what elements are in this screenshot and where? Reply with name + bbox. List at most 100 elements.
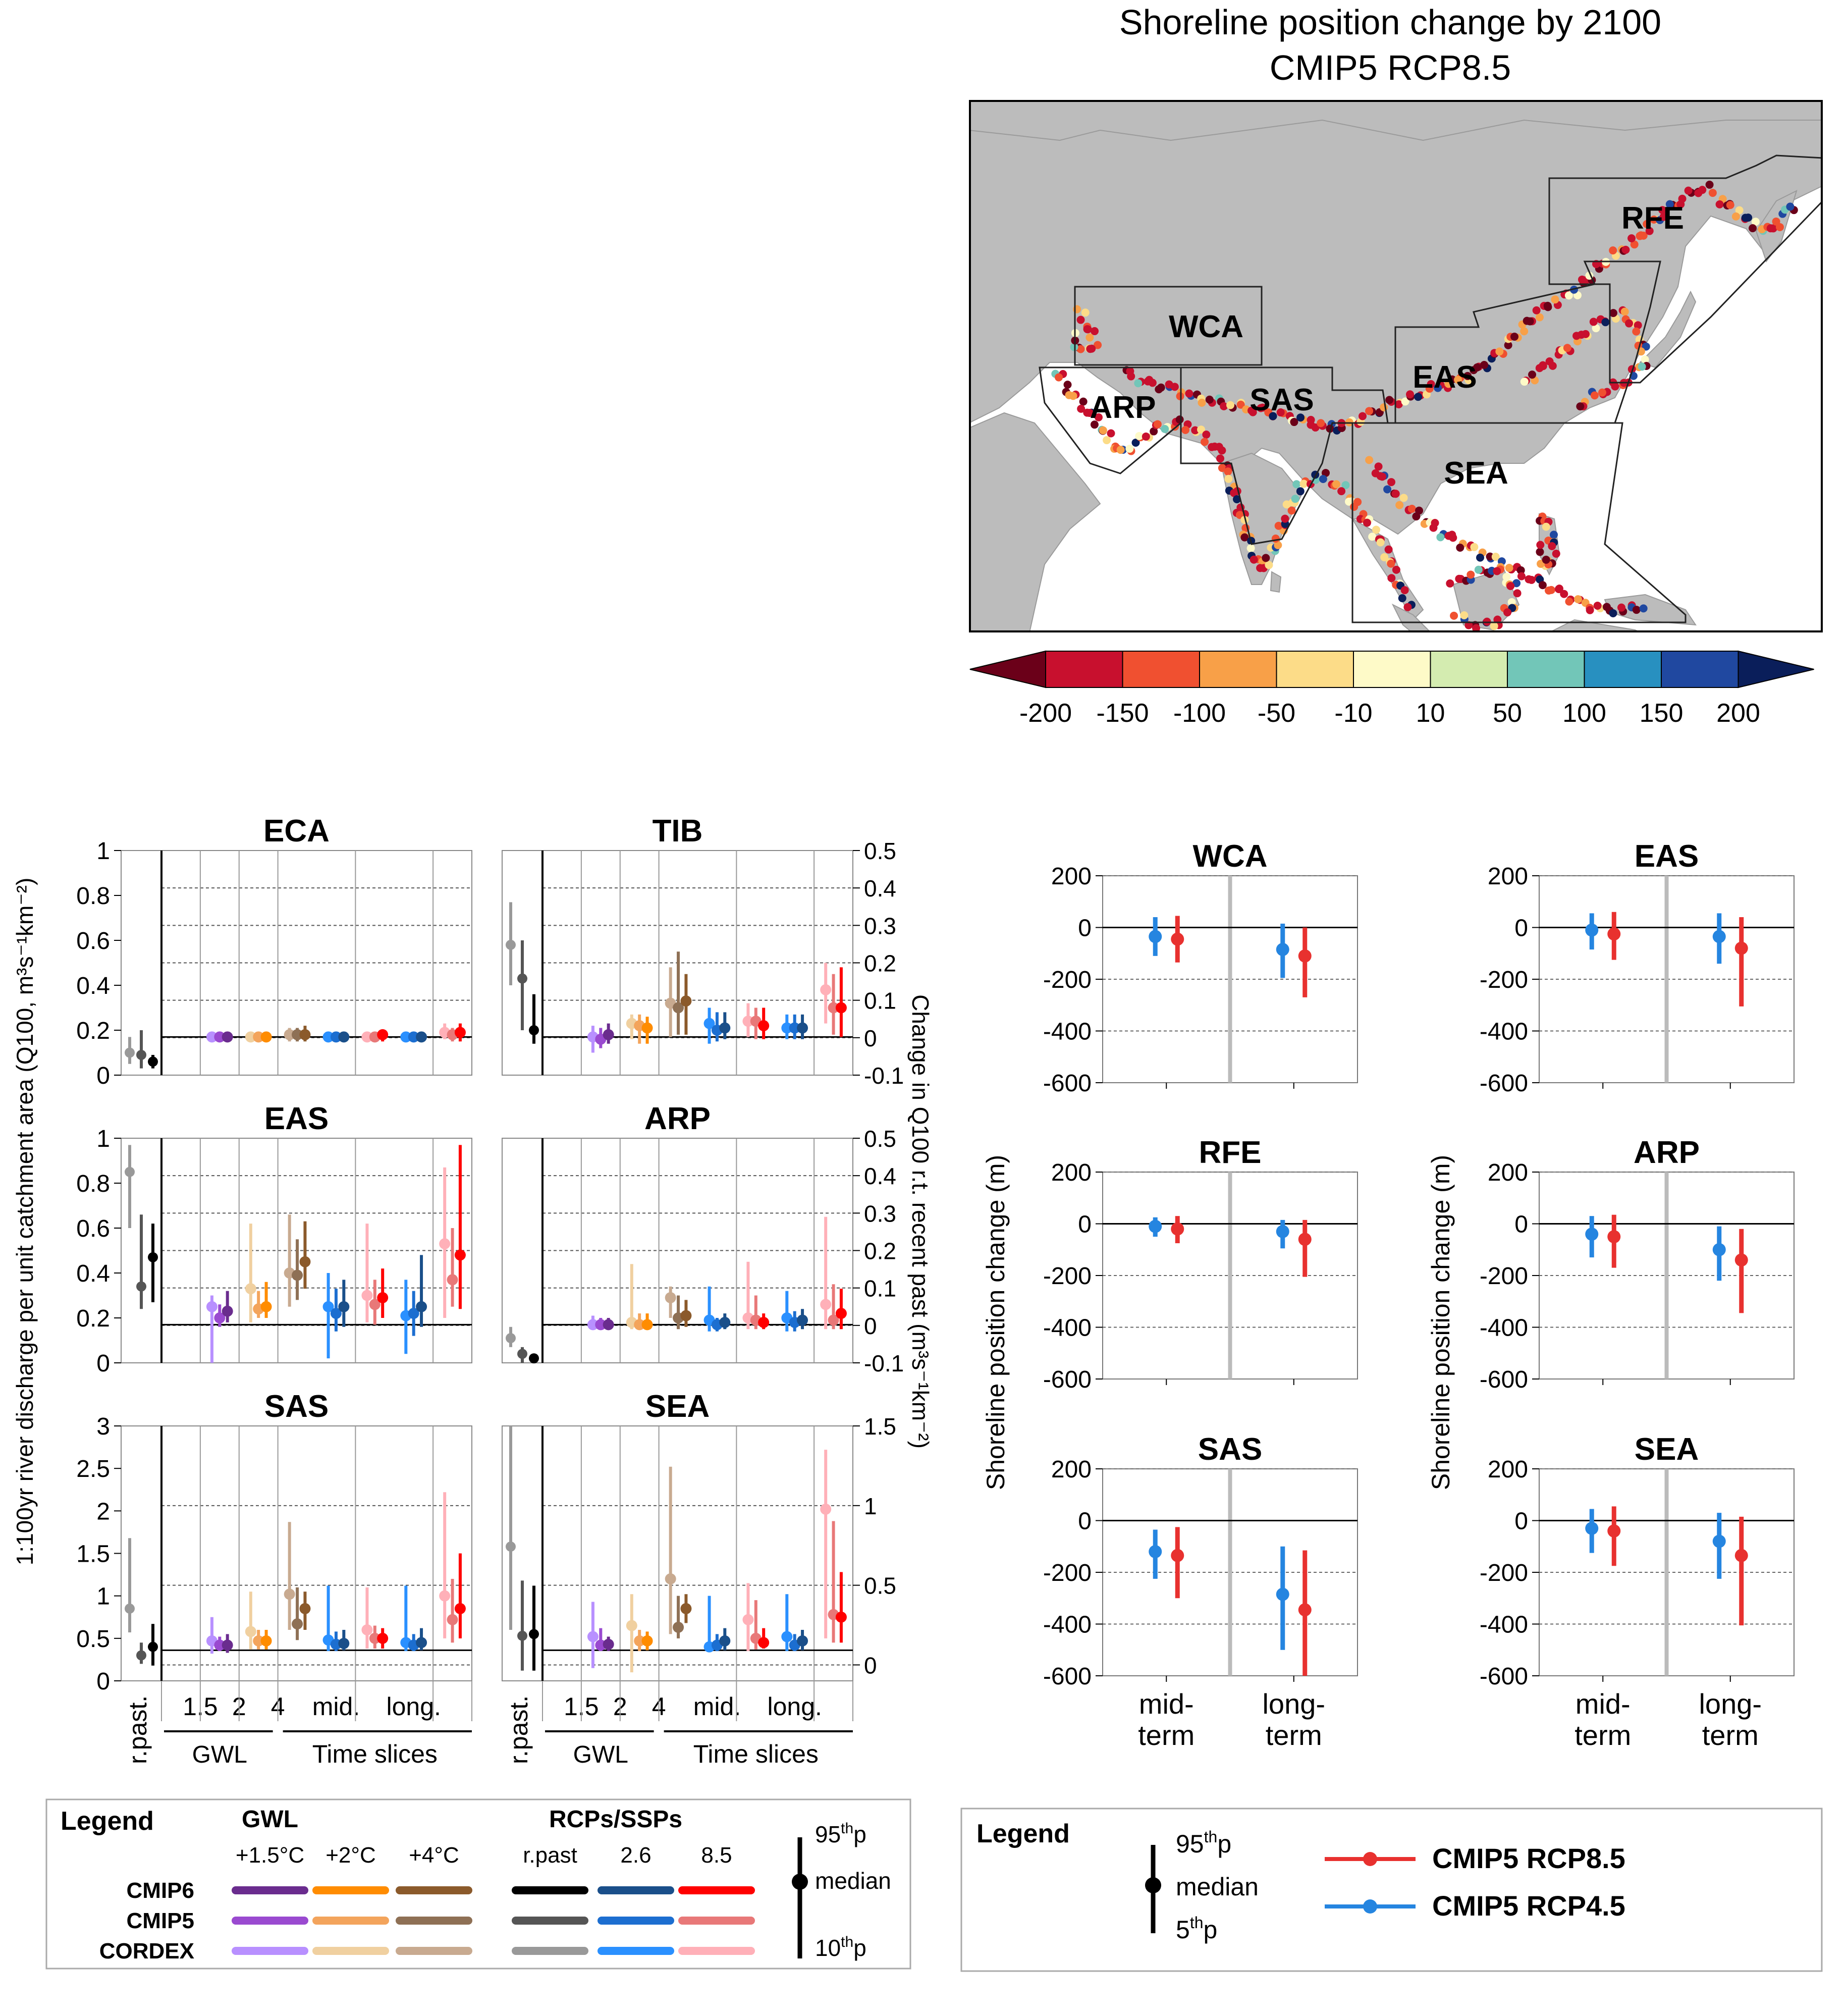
- series-median: [416, 1301, 427, 1312]
- coast-dot: [1751, 218, 1760, 226]
- coast-dot: [1150, 427, 1158, 436]
- legend-row-label: CMIP5: [127, 1908, 194, 1933]
- coast-dot: [1772, 217, 1780, 226]
- coast-dot: [1573, 595, 1582, 604]
- coast-dot: [1520, 327, 1529, 336]
- series-median: [1149, 930, 1162, 943]
- series-median: [245, 1626, 256, 1637]
- coast-dot: [1480, 361, 1489, 369]
- y-tick-label: -400: [1480, 1019, 1528, 1045]
- coast-dot: [1525, 575, 1533, 583]
- coast-dot: [1434, 384, 1442, 392]
- coast-dot: [1476, 553, 1485, 562]
- series-median: [260, 1635, 272, 1647]
- coast-dot: [1542, 555, 1550, 564]
- y-tick-label: 0.8: [76, 883, 110, 910]
- y-tick-label: 200: [1051, 1159, 1092, 1186]
- panel-title: EAS: [1635, 839, 1699, 874]
- y2-tick-label: -0.1: [864, 1350, 904, 1376]
- y-tick-label: 0.8: [76, 1171, 110, 1197]
- series-median: [603, 1319, 614, 1331]
- map-title-line2: CMIP5 RCP8.5: [1270, 48, 1511, 87]
- series-median: [292, 1269, 303, 1281]
- coast-dot: [1372, 525, 1380, 534]
- legend-columns: +1.5°C +2°C +4°C r.past 2.6 8.5: [236, 1843, 732, 1868]
- coast-dot: [1403, 603, 1412, 611]
- y-tick-label: -400: [1480, 1315, 1528, 1342]
- series-median: [447, 1274, 458, 1286]
- y2-tick-label: 1.5: [864, 1413, 896, 1440]
- x-group-gwl: GWL: [573, 1741, 628, 1768]
- coast-dot: [1491, 553, 1500, 561]
- series-median: [454, 1249, 466, 1261]
- legend-column-label: +4°C: [409, 1843, 459, 1868]
- discharge-y-label-right: Change in Q100 r.t. recent past (m³s⁻¹km…: [907, 994, 934, 1449]
- colorbar-arrow-left-tip: [969, 650, 1046, 688]
- coast-dot: [1552, 549, 1560, 558]
- coast-dot: [1639, 231, 1648, 240]
- coast-dot: [1103, 436, 1111, 445]
- coast-dot: [1564, 291, 1573, 300]
- y-tick-label: -200: [1480, 967, 1528, 993]
- series-median: [400, 1031, 412, 1043]
- series-median: [1276, 943, 1289, 957]
- x-tick-label: mid-: [1139, 1688, 1194, 1720]
- coast-dot: [1641, 355, 1649, 364]
- coast-dot: [1545, 586, 1553, 595]
- coast-dot: [1517, 572, 1526, 580]
- series-median: [828, 1002, 839, 1014]
- series-median: [222, 1639, 233, 1651]
- rpast-median: [148, 1252, 158, 1262]
- coast-dot: [1560, 590, 1568, 598]
- coast-dot: [1536, 548, 1544, 556]
- y2-tick-label: 0.5: [864, 1573, 896, 1599]
- legend-shoreline-title: Legend: [976, 1819, 1070, 1848]
- x-group-ts: Time slices: [693, 1740, 819, 1768]
- y-tick-label: 200: [1488, 1456, 1528, 1483]
- series-median: [820, 1299, 832, 1310]
- coast-dot: [1446, 579, 1454, 588]
- coast-dot: [1055, 373, 1063, 382]
- x-tick-label: term: [1266, 1719, 1322, 1751]
- coast-dot: [1744, 214, 1753, 222]
- coast-dot: [1376, 538, 1385, 547]
- panel-title: SAS: [1198, 1432, 1262, 1467]
- x-group-gwl: GWL: [192, 1741, 247, 1768]
- x-group-ts: Time slices: [312, 1740, 438, 1768]
- coast-dot: [1586, 606, 1594, 614]
- rpast-median: [529, 1629, 539, 1639]
- coast-dot: [1247, 406, 1256, 415]
- series-median: [835, 1308, 847, 1319]
- legend-series-label-rcp45: CMIP5 RCP4.5: [1432, 1890, 1625, 1922]
- panel-title: SEA: [645, 1389, 710, 1424]
- series-median: [587, 1631, 599, 1642]
- coast-dot: [1085, 409, 1094, 417]
- series-median: [1171, 1222, 1184, 1236]
- y2-tick-label: 0: [864, 1025, 877, 1051]
- rpast-median: [529, 1353, 539, 1364]
- coast-dot: [1085, 333, 1094, 342]
- coast-dot: [1627, 234, 1636, 243]
- coast-dot: [1551, 295, 1559, 304]
- coast-dot: [1281, 514, 1289, 523]
- region-box-rfe: [1548, 154, 1823, 384]
- coast-dot: [1063, 381, 1072, 389]
- coast-dot: [1208, 443, 1216, 451]
- series-median: [1585, 923, 1599, 937]
- map-frame: RFE WCA EAS ARP SAS SEA: [969, 100, 1823, 632]
- series-median: [292, 1618, 303, 1630]
- legend-p95-label: 95thp: [815, 1820, 866, 1847]
- coast-dot: [1191, 426, 1200, 435]
- series-median: [416, 1031, 427, 1043]
- coast-dot: [1399, 494, 1408, 502]
- x-tick-label: term: [1138, 1719, 1195, 1751]
- series-median: [587, 1319, 599, 1331]
- coast-dot: [1387, 574, 1396, 582]
- region-box-sea: [1351, 422, 1687, 623]
- series-median: [454, 1027, 466, 1038]
- coast-dot: [1749, 224, 1757, 233]
- coast-dot: [1380, 553, 1389, 562]
- series-median: [665, 1573, 676, 1584]
- coast-dot: [1450, 611, 1458, 620]
- coast-dot: [1374, 462, 1383, 471]
